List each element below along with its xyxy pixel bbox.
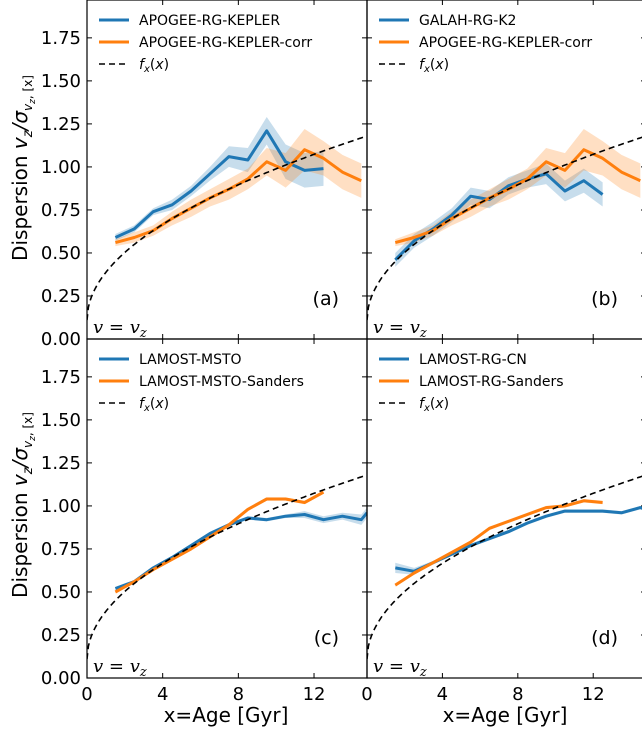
x-tick-label: 8 — [233, 684, 244, 705]
error-band-APOGEE-RG-KEPLER — [115, 117, 324, 241]
error-band-APOGEE-RG-KEPLER-corr — [115, 129, 362, 247]
y-tick-label: 1.75 — [41, 28, 81, 49]
series-line-fx — [367, 136, 642, 321]
y-tick-label: 0.50 — [41, 582, 81, 603]
legend-label: LAMOST-MSTO — [139, 352, 242, 368]
plot-area — [367, 475, 642, 660]
x-axis-label-right: x=Age [Gyr] — [443, 703, 568, 727]
y-tick-label: 0.75 — [41, 200, 81, 221]
x-axis-label-left: x=Age [Gyr] — [164, 703, 289, 727]
legend-label: fx(x) — [139, 396, 169, 414]
error-band-LAMOST-MSTO-Sanders — [115, 490, 324, 594]
panel-b: GALAH-RG-K2 APOGEE-RG-KEPLER-corr fx(x) (b)… — [366, 0, 642, 341]
y-tick-label: 0.25 — [41, 625, 81, 646]
y-tick-label: 0.75 — [41, 539, 81, 560]
panel-tag: (d) — [591, 627, 618, 649]
y-tick-label: 0.50 — [41, 243, 81, 264]
x-tick-label: 12 — [582, 684, 605, 705]
series-line-LAMOST-RG-Sanders — [394, 499, 603, 587]
series-line-LAMOST-MSTO — [114, 511, 367, 590]
legend-label: fx(x) — [139, 57, 169, 75]
error-band-GALAH-RG-K2 — [395, 163, 603, 267]
legend-label: fx(x) — [419, 57, 449, 75]
x-tick-label: 0 — [361, 684, 372, 705]
velocity-annotation: v = vz — [373, 317, 427, 341]
x-tick-label: 4 — [437, 684, 448, 705]
y-tick-label: 1.75 — [41, 367, 81, 388]
legend-label: APOGEE-RG-KEPLER-corr — [419, 35, 592, 51]
panel-a: 0.00 0.25 0.50 0.75 1.00 1.25 1.50 1.75 APOGEE-R… — [41, 0, 368, 350]
y-tick-label: 1.25 — [41, 114, 81, 135]
series-line-fx — [367, 475, 642, 660]
plot-area — [87, 474, 367, 660]
legend-label: fx(x) — [419, 396, 449, 414]
series-line-fx — [87, 474, 367, 660]
panel-tag: (b) — [591, 288, 618, 310]
y-tick-label: 1.50 — [41, 410, 81, 431]
y-tick-label: 1.00 — [41, 496, 81, 517]
y-tick-label: 0.25 — [41, 286, 81, 307]
panel-tag: (c) — [314, 627, 339, 649]
velocity-annotation: v = vz — [93, 656, 147, 680]
x-tick-label: 8 — [512, 684, 523, 705]
y-tick-label: 0.00 — [41, 668, 81, 689]
panel-c: 0 4 8 12 0.00 0.25 0.50 0.75 1.00 1.25 1.50 1.75 LAM… — [41, 338, 368, 705]
axes-frame — [366, 338, 642, 679]
x-tick-label: 0 — [81, 684, 92, 705]
y-tick-label: 0.00 — [41, 329, 81, 350]
series-line-APOGEE-RG-KEPLER — [114, 129, 324, 239]
panel-tag: (a) — [313, 288, 339, 310]
legend-label: APOGEE-RG-KEPLER — [139, 13, 280, 29]
series-line-fx — [87, 135, 367, 321]
series-line-LAMOST-MSTO-Sanders — [114, 490, 325, 594]
velocity-annotation: v = vz — [93, 317, 147, 341]
y-tick-label: 1.50 — [41, 71, 81, 92]
velocity-annotation: v = vz — [373, 656, 427, 680]
panel-d: 0 4 8 12 LAMOST-RG-CN LAMOST-RG-Sanders fx(x) (… — [361, 338, 642, 705]
y-tick-label: 1.25 — [41, 453, 81, 474]
legend-label: LAMOST-MSTO-Sanders — [139, 374, 304, 390]
y-tick-label: 1.00 — [41, 157, 81, 178]
legend-label: GALAH-RG-K2 — [419, 13, 516, 29]
legend-label: LAMOST-RG-Sanders — [419, 374, 564, 390]
plot-area — [87, 117, 367, 321]
y-axis-label-bottom: Dispersion vz/σvz, [x] — [8, 412, 38, 598]
plot-area — [367, 129, 642, 321]
legend-label: APOGEE-RG-KEPLER-corr — [139, 35, 312, 51]
legend-label: LAMOST-RG-CN — [419, 352, 527, 368]
x-tick-label: 12 — [303, 684, 326, 705]
y-axis-label: Dispersion vz/σvz, [x] — [8, 75, 38, 261]
x-tick-label: 4 — [157, 684, 168, 705]
